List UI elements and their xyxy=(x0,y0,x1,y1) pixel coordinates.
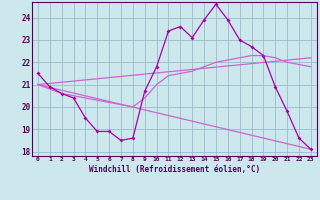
X-axis label: Windchill (Refroidissement éolien,°C): Windchill (Refroidissement éolien,°C) xyxy=(89,165,260,174)
